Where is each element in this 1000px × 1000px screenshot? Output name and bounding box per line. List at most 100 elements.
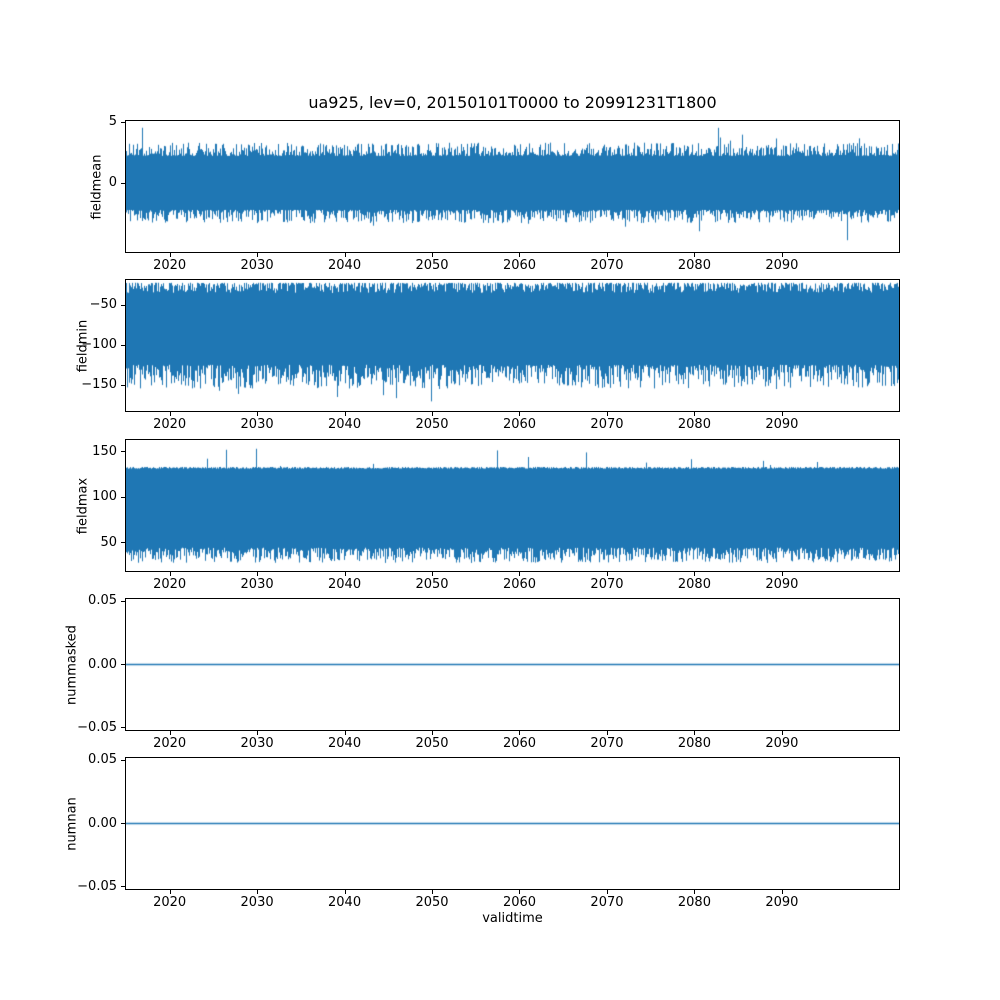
y-tick-label: 0.05 (88, 593, 117, 609)
y-tick-label: −150 (81, 377, 117, 393)
y-tick-label: −50 (89, 297, 117, 313)
x-tick-mark (519, 412, 521, 416)
x-tick-mark (781, 572, 783, 576)
x-tick-label: 2090 (765, 258, 799, 273)
x-tick-mark (344, 572, 346, 576)
x-tick-mark (606, 253, 608, 257)
y-tick-mark (121, 121, 125, 123)
x-tick-mark (344, 412, 346, 416)
y-tick-label: −0.05 (77, 878, 117, 894)
subplot-fieldmin-axes (125, 279, 900, 412)
x-tick-label: 2070 (590, 736, 624, 751)
y-tick-mark (121, 344, 125, 346)
y-tick-label: −0.05 (77, 719, 117, 735)
x-tick-label: 2040 (328, 577, 362, 592)
y-tick-mark (121, 727, 125, 729)
x-tick-label: 2060 (502, 417, 537, 432)
x-tick-label: 2030 (240, 895, 274, 910)
subplot-fieldmean-axes (125, 120, 900, 253)
x-tick-label: 2030 (240, 258, 274, 273)
x-tick-mark (519, 731, 521, 735)
y-tick-mark (121, 182, 125, 184)
subplot-nummasked-axes (125, 598, 900, 731)
x-tick-label: 2060 (502, 577, 537, 592)
y-tick-mark (121, 759, 125, 761)
x-tick-mark (781, 253, 783, 257)
subplot-nummasked-series (126, 599, 899, 730)
y-tick-mark (121, 664, 125, 665)
subplot-numnan-axes (125, 757, 900, 890)
subplot-fieldmax-ylabel: fieldmax (75, 477, 91, 534)
y-tick-mark (121, 823, 125, 824)
x-tick-label: 2060 (502, 258, 537, 273)
x-tick-label: 2020 (153, 258, 187, 273)
x-tick-mark (257, 253, 259, 257)
x-tick-mark (257, 890, 259, 894)
y-tick-label: 50 (100, 534, 117, 550)
x-tick-label: 2080 (677, 258, 711, 273)
x-tick-mark (169, 253, 171, 257)
y-tick-mark (121, 496, 125, 498)
x-tick-label: 2070 (590, 577, 624, 592)
x-tick-label: 2020 (153, 736, 187, 751)
y-tick-mark (121, 304, 125, 306)
x-tick-mark (694, 253, 696, 257)
subplot-fieldmax-axes (125, 439, 900, 572)
x-tick-mark (781, 412, 783, 416)
x-tick-label: 2050 (415, 417, 449, 432)
x-tick-mark (606, 572, 608, 576)
x-tick-mark (169, 572, 171, 576)
x-tick-label: 2030 (240, 417, 274, 432)
x-tick-label: 2080 (677, 417, 711, 432)
x-tick-label: 2090 (765, 895, 799, 910)
x-tick-label: 2040 (328, 895, 362, 910)
x-tick-mark (606, 890, 608, 894)
y-tick-label: 0.00 (88, 656, 117, 672)
x-tick-mark (519, 890, 521, 894)
x-tick-mark (606, 412, 608, 416)
x-tick-mark (781, 731, 783, 735)
x-axis-label: validtime (482, 911, 543, 926)
x-tick-label: 2050 (415, 577, 449, 592)
x-tick-mark (694, 731, 696, 735)
x-tick-mark (344, 253, 346, 257)
x-tick-mark (606, 731, 608, 735)
x-tick-label: 2060 (502, 895, 537, 910)
subplot-fieldmax-series (126, 440, 899, 571)
y-tick-mark (121, 886, 125, 888)
y-tick-mark (121, 384, 125, 386)
subplot-fieldmin-series (126, 280, 899, 411)
x-tick-label: 2090 (765, 736, 799, 751)
x-tick-mark (344, 731, 346, 735)
x-tick-mark (694, 412, 696, 416)
y-tick-label: 0.00 (88, 815, 117, 831)
x-tick-mark (257, 731, 259, 735)
x-tick-label: 2060 (502, 736, 537, 751)
y-tick-mark (121, 542, 125, 544)
y-tick-label: −100 (81, 337, 117, 353)
y-tick-label: 0 (108, 175, 117, 191)
x-tick-label: 2080 (677, 736, 711, 751)
x-tick-mark (432, 253, 434, 257)
x-tick-mark (432, 412, 434, 416)
x-tick-mark (169, 412, 171, 416)
x-tick-mark (344, 890, 346, 894)
x-tick-mark (432, 731, 434, 735)
x-tick-label: 2070 (590, 895, 624, 910)
y-tick-label: 100 (92, 489, 117, 505)
x-tick-mark (257, 412, 259, 416)
x-tick-mark (169, 731, 171, 735)
x-tick-label: 2050 (415, 895, 449, 910)
x-tick-label: 2040 (328, 417, 362, 432)
figure-title: ua925, lev=0, 20150101T0000 to 20991231T… (308, 93, 717, 112)
x-tick-label: 2030 (240, 577, 274, 592)
y-tick-label: 0.05 (88, 752, 117, 768)
y-tick-label: 150 (92, 443, 117, 459)
x-tick-mark (257, 572, 259, 576)
subplot-fieldmean-series (126, 121, 899, 252)
y-tick-mark (121, 600, 125, 602)
x-tick-label: 2020 (153, 577, 187, 592)
x-tick-label: 2070 (590, 258, 624, 273)
x-tick-mark (694, 572, 696, 576)
x-tick-label: 2040 (328, 736, 362, 751)
